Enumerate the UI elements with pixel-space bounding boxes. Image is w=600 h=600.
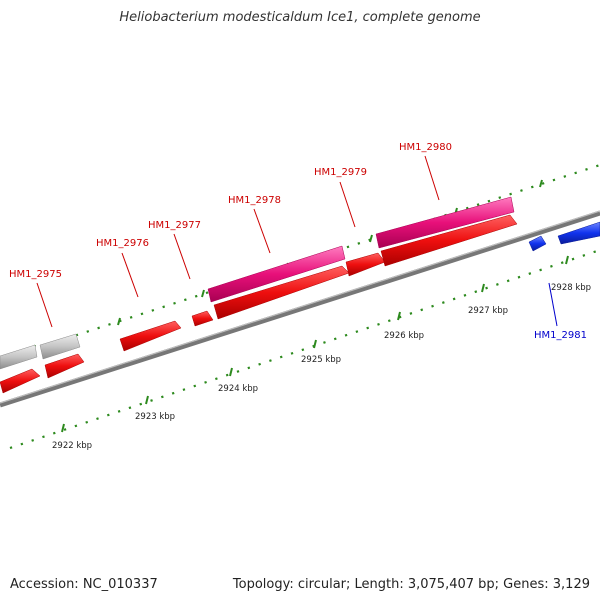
upper-major-tick — [117, 317, 121, 326]
kbp-label-2923: 2923 kbp — [135, 412, 175, 422]
gene-label-hm1-2979[interactable]: HM1_2979 — [314, 167, 367, 178]
reverse-gene-small[interactable] — [528, 235, 547, 252]
cds-hm1-2979[interactable] — [345, 252, 386, 277]
cds-hm1-2977[interactable] — [191, 310, 214, 327]
gene-label-hm1-2976[interactable]: HM1_2976 — [96, 238, 149, 249]
leader-hm1-2978 — [253, 208, 271, 254]
pseudo-gene-b[interactable] — [39, 333, 81, 360]
gene-label-hm1-2981[interactable]: HM1_2981 — [534, 330, 587, 341]
leader-hm1-2979 — [339, 181, 356, 228]
upper-major-tick — [369, 234, 373, 243]
lower-tick-track — [9, 248, 600, 450]
gene-label-hm1-2980[interactable]: HM1_2980 — [399, 142, 452, 153]
forward-gene-hm1-2980[interactable] — [375, 196, 515, 249]
kbp-label-2926: 2926 kbp — [384, 331, 424, 341]
leader-hm1-2977 — [173, 233, 191, 280]
gene-leader-lines — [36, 155, 558, 328]
lower-major-tick — [565, 255, 569, 265]
cds-hm1-2980[interactable] — [380, 214, 518, 267]
leader-hm1-2976 — [121, 252, 139, 298]
lower-major-tick — [145, 395, 149, 405]
lower-major-tick — [481, 283, 485, 293]
cds-a[interactable] — [0, 368, 41, 394]
kbp-label-2924: 2924 kbp — [218, 384, 258, 394]
lower-major-tick — [313, 339, 317, 349]
gene-labels: HM1_2975 HM1_2976 HM1_2977 HM1_2978 HM1_… — [9, 142, 587, 341]
gene-label-hm1-2975[interactable]: HM1_2975 — [9, 269, 62, 280]
kbp-label-2928: 2928 kbp — [551, 283, 591, 293]
leader-hm1-2975 — [36, 282, 53, 328]
kbp-label-2927: 2927 kbp — [468, 306, 508, 316]
forward-gene-hm1-2978[interactable] — [207, 245, 346, 303]
upper-tick-line — [0, 163, 600, 362]
cds-hm1-2976[interactable] — [119, 320, 182, 352]
gene-label-hm1-2977[interactable]: HM1_2977 — [148, 220, 201, 231]
upper-major-tick — [201, 289, 205, 298]
lower-major-tick — [229, 367, 233, 377]
lower-major-tick — [397, 311, 401, 321]
genome-summary: Topology: circular; Length: 3,075,407 bp… — [232, 577, 590, 592]
kbp-labels: 2922 kbp 2923 kbp 2924 kbp 2925 kbp 2926… — [52, 283, 591, 451]
kbp-label-2925: 2925 kbp — [301, 355, 341, 365]
genome-backbone — [0, 210, 600, 408]
leader-hm1-2980 — [424, 155, 440, 201]
lower-major-tick — [61, 423, 65, 433]
leader-hm1-2981 — [548, 282, 558, 327]
kbp-label-2922: 2922 kbp — [52, 441, 92, 451]
reverse-gene-hm1-2981[interactable] — [557, 221, 600, 245]
gene-label-hm1-2978[interactable]: HM1_2978 — [228, 195, 281, 206]
genome-title: Heliobacterium modesticaldum Ice1, compl… — [119, 10, 481, 25]
accession-label: Accession: NC_010337 — [10, 577, 158, 592]
upper-major-tick — [539, 179, 543, 188]
cds-b[interactable] — [44, 353, 85, 379]
lower-tick-line — [9, 248, 600, 450]
pseudo-gene-a[interactable] — [0, 344, 38, 370]
